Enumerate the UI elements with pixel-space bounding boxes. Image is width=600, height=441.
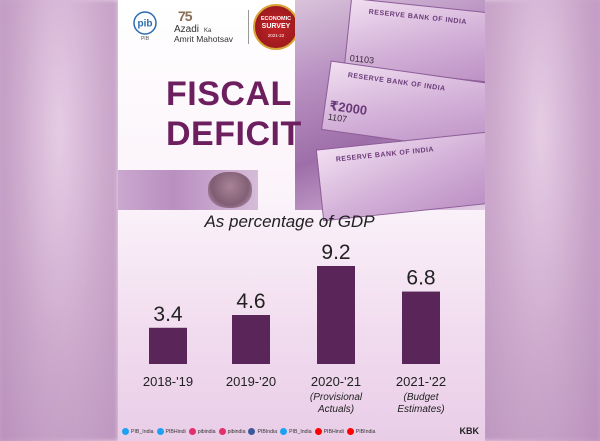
seal-line-2: SURVEY xyxy=(261,23,291,30)
seal-line-3: 2021-22 xyxy=(267,33,285,38)
data-label: 3.4 xyxy=(153,303,183,326)
social-handle-text: PIBHindi xyxy=(323,428,344,435)
social-icon xyxy=(122,428,129,435)
azadi-ka-text: Ka xyxy=(204,28,212,34)
social-icon xyxy=(280,428,288,435)
social-handle-text: PIBIndia xyxy=(355,428,376,435)
chart-bar xyxy=(317,266,355,364)
social-handle[interactable]: PIBHindi xyxy=(156,428,186,435)
social-handle[interactable]: pibindia xyxy=(188,428,216,435)
amrit-mahotsav-text: Amrit Mahotsav xyxy=(174,34,234,44)
credit-text: KBK xyxy=(459,426,480,436)
social-handle-text: pibindia xyxy=(197,428,216,435)
social-handle-text: pibindia xyxy=(227,428,246,435)
data-label: 9.2 xyxy=(321,241,350,264)
chart-bar xyxy=(149,327,187,364)
social-handle[interactable]: PIBIndia xyxy=(248,428,277,435)
social-handle-text: PIB_India xyxy=(289,428,312,435)
category-label: 2018-'19 xyxy=(143,374,193,389)
infographic-panel: pib PIB 75 Azadi Ka Amrit Mahotsav ECONO… xyxy=(118,0,485,441)
social-icon xyxy=(156,428,164,435)
azadi-75-mark: 75 xyxy=(178,8,193,24)
social-handle-text: PIB_India xyxy=(131,428,154,435)
category-note: (Budget xyxy=(403,392,439,403)
title-line-2: DEFICIT xyxy=(166,115,302,153)
social-handle[interactable]: PIB_India xyxy=(280,428,312,435)
category-label: 2019-'20 xyxy=(226,374,276,389)
social-footer: PIB_India PIBHindi pibindia pibindia PIBIndi… xyxy=(118,422,485,441)
category-note: (Provisional xyxy=(310,392,363,403)
chart-bar xyxy=(402,291,440,364)
category-label: 2020-'21 xyxy=(311,374,361,389)
social-handle[interactable]: pibindia xyxy=(218,428,246,435)
background-right-blur xyxy=(482,0,600,441)
social-icon xyxy=(218,428,226,435)
social-icon xyxy=(314,428,322,435)
social-icon xyxy=(188,428,196,435)
azadi-ka-amrit-mahotsav-logo: 75 Azadi Ka Amrit Mahotsav xyxy=(174,8,246,46)
note-portrait xyxy=(208,172,252,208)
social-handle[interactable]: PIBIndia xyxy=(346,428,376,435)
category-label: 2021-'22 xyxy=(396,374,446,389)
chart-title: As percentage of GDP xyxy=(204,212,375,231)
seal-line-1: ECONOMIC xyxy=(260,16,292,22)
data-label: 4.6 xyxy=(236,290,265,313)
social-handles: PIB_India PIBHindi pibindia pibindia PIBIndi… xyxy=(122,428,375,435)
category-note: Estimates) xyxy=(397,404,444,415)
fiscal-deficit-bar-chart: 3.4 2018-'19 4.6 2019-'20 9.2 2020-'21 (Provis… xyxy=(143,241,446,415)
background-left-blur xyxy=(0,0,118,441)
social-handle[interactable]: PIB_India xyxy=(122,428,154,435)
pib-logo: pib PIB xyxy=(124,8,166,44)
pib-logo-icon: pib xyxy=(133,11,157,35)
social-handle[interactable]: PIBHindi xyxy=(314,428,344,435)
page-title: FISCAL DEFICIT xyxy=(166,74,302,154)
title-line-1: FISCAL xyxy=(166,75,292,113)
currency-notes-image: RESERVE BANK OF INDIA 01103 RESERVE BANK… xyxy=(295,0,485,222)
pib-logo-label: PIB xyxy=(140,36,150,42)
chart-bar xyxy=(232,315,270,364)
data-label: 6.8 xyxy=(406,267,435,290)
category-note: Actuals) xyxy=(317,404,354,415)
azadi-text: Azadi xyxy=(174,24,200,35)
social-handle-text: PIBHindi xyxy=(165,428,186,435)
social-icon xyxy=(248,428,256,435)
svg-text:pib: pib xyxy=(138,19,153,30)
social-icon xyxy=(346,428,354,435)
logo-divider xyxy=(248,10,249,44)
social-handle-text: PIBIndia xyxy=(257,428,278,435)
